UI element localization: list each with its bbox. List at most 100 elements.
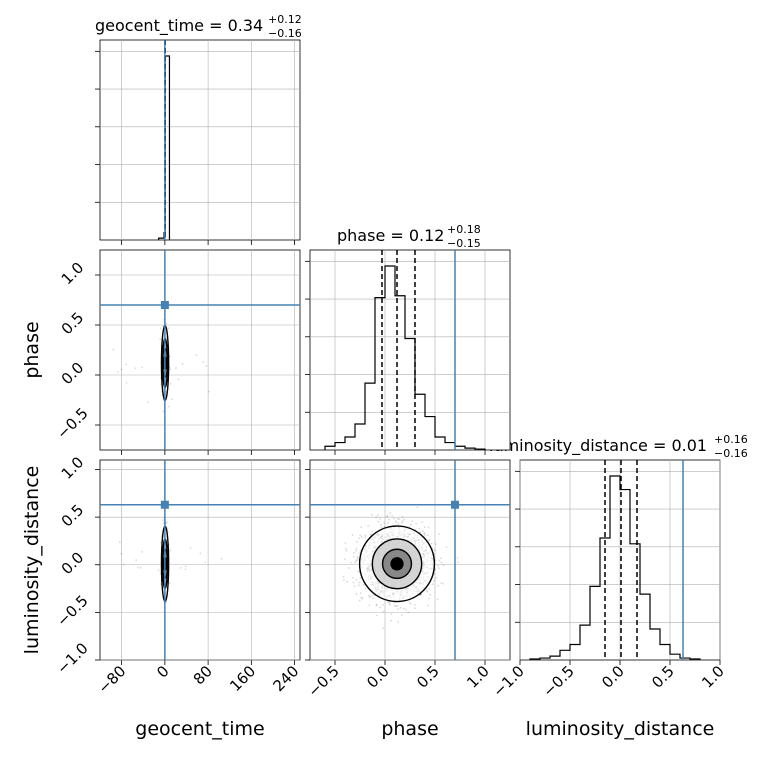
scatter-point [351, 534, 354, 536]
scatter-point [355, 559, 358, 562]
scatter-point [184, 568, 187, 571]
title-luminosity-distance: luminosity_distance = 0.01 +0.16 −0.16 [489, 433, 748, 460]
scatter-point [358, 552, 361, 555]
scatter-point [167, 327, 170, 330]
scatter-point [120, 368, 123, 371]
scatter-point [169, 368, 172, 371]
scatter-point [179, 566, 182, 569]
scatter-point [360, 596, 363, 599]
scatter-geocent-time-vs-luminosity-distance-truth-marker [160, 500, 169, 509]
scatter-point [352, 555, 355, 558]
scatter-point [438, 533, 441, 535]
scatter-point [368, 596, 371, 598]
scatter-point [427, 526, 430, 529]
scatter-point [370, 513, 373, 516]
scatter-point [204, 561, 207, 564]
scatter-point [424, 534, 427, 537]
scatter-point [359, 592, 362, 595]
xtick-label-geocent-time-4: 240 [269, 662, 302, 695]
scatter-point [415, 522, 418, 525]
scatter-point [169, 549, 172, 552]
scatter-point [379, 517, 382, 520]
scatter-point [170, 398, 173, 401]
scatter-point [162, 410, 165, 413]
hist-luminosity-distance-steps [529, 475, 701, 660]
scatter-point [380, 526, 383, 529]
scatter-point [427, 539, 430, 542]
ylabel-phase: phase [21, 321, 43, 378]
scatter-point [387, 518, 390, 521]
xtick-label-geocent-time-1: 0 [153, 662, 172, 681]
scatter-point [177, 378, 180, 381]
scatter-point [199, 552, 202, 555]
scatter-point [364, 534, 367, 537]
scatter-point [397, 620, 400, 623]
scatter-point [354, 561, 356, 564]
scatter-point [396, 605, 399, 607]
scatter-point [414, 607, 416, 610]
scatter-point [376, 614, 378, 617]
scatter-point [407, 611, 410, 614]
scatter-point [394, 521, 397, 524]
scatter-point [358, 581, 361, 584]
scatter-point [344, 542, 347, 545]
ytick-label-luminosity-distance-0: −1.0 [53, 639, 91, 677]
scatter-point [141, 366, 144, 369]
title-phase-minus: −0.15 [447, 237, 481, 250]
scatter-point [387, 601, 390, 604]
scatter-point [135, 559, 137, 562]
xtick-label-phase-3: 1.0 [463, 662, 493, 692]
scatter-point [393, 604, 396, 607]
xtick-label-geocent-time-0: −80 [94, 662, 129, 697]
xtick-label-luminosity-distance-2: 0.0 [598, 662, 628, 692]
scatter-point [370, 595, 372, 598]
scatter-point [436, 598, 439, 601]
scatter-point [134, 367, 137, 370]
scatter-point [361, 597, 364, 600]
scatter-point [352, 581, 355, 584]
scatter-point [435, 543, 437, 546]
scatter-point [442, 582, 445, 585]
scatter-point [371, 530, 374, 533]
scatter-point [397, 517, 399, 520]
scatter-point [427, 587, 430, 590]
scatter-point [401, 520, 404, 522]
xlabel-phase: phase [381, 718, 438, 740]
scatter-point [377, 514, 379, 517]
xtick-label-geocent-time-3: 160 [226, 662, 259, 695]
scatter-point [430, 542, 433, 545]
scatter-point [342, 575, 345, 578]
scatter-point [369, 533, 372, 535]
scatter-point [358, 537, 360, 540]
scatter-point [184, 565, 187, 568]
scatter-point [359, 534, 362, 537]
title-phase-main: phase = 0.12 [337, 226, 444, 245]
scatter-point [344, 547, 347, 550]
ytick-label-phase-2: 0.5 [58, 309, 88, 339]
scatter-geocent-time-vs-phase-frame [99, 249, 301, 451]
scatter-point [141, 551, 143, 553]
scatter-point [445, 546, 448, 549]
xlabel-geocent-time: geocent_time [135, 718, 264, 740]
scatter-point [377, 520, 380, 523]
scatter-point [389, 512, 392, 514]
scatter-point [195, 354, 198, 357]
title-geocent-time-minus: −0.16 [268, 27, 302, 40]
scatter-point [457, 561, 459, 564]
ytick-label-phase-3: 1.0 [58, 259, 88, 289]
scatter-point [386, 522, 389, 524]
scatter-point [439, 557, 442, 560]
xtick-label-phase-1: 0.0 [363, 662, 393, 692]
scatter-geocent-time-vs-luminosity-distance-panel [95, 459, 301, 665]
scatter-point [159, 541, 162, 544]
scatter-point [118, 541, 121, 543]
scatter-point [389, 602, 391, 605]
scatter-point [411, 520, 414, 523]
scatter-point [202, 361, 205, 364]
scatter-point [428, 538, 431, 541]
scatter-point [355, 560, 358, 563]
scatter-point [120, 552, 123, 555]
scatter-point [423, 532, 426, 535]
scatter-point [399, 606, 402, 609]
scatter-point [393, 601, 396, 604]
